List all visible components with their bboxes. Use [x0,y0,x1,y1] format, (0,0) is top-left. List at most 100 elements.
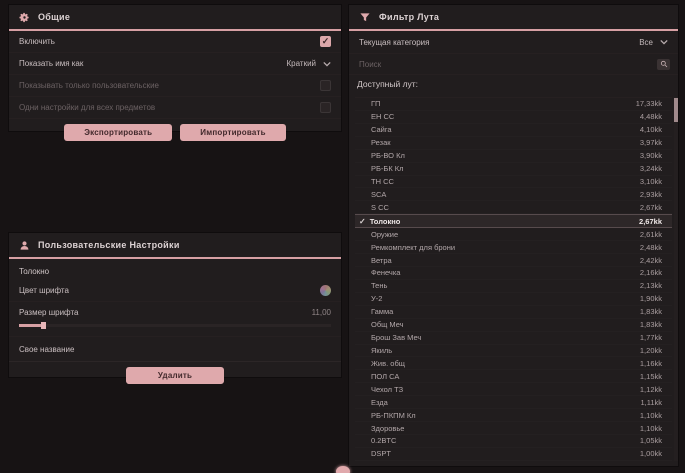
loot-item-value: 1,10kk [639,410,662,420]
loot-list-item[interactable]: ГП 17,33kk [355,98,672,111]
same-settings-checkbox[interactable] [320,102,331,113]
chevron-down-icon [660,38,668,46]
loot-list-item[interactable]: Фенечка 2,16kk [355,267,672,280]
loot-item-name: Ремкомплект для брони [371,242,456,252]
panel-loot-title: Фильтр Лута [379,12,440,22]
scrollbar-thumb[interactable] [674,98,678,122]
loot-list: ГП 17,33kk ЕН СС 4,48kk Сайга 4,10kk Резак 3… [355,97,672,461]
loot-item-value: 2,67kk [639,202,662,212]
category-select[interactable]: Все [639,38,668,47]
loot-list-item[interactable]: У-2 1,90kk [355,293,672,306]
loot-list-item[interactable]: SCA 2,93kk [355,188,672,202]
search-icon[interactable] [657,58,670,70]
loot-item-value: 3,90kk [639,151,662,161]
category-value: Все [639,37,653,47]
loot-item-name: Фенечка [371,268,401,278]
loot-list-item[interactable]: S СС 2,67kk [355,201,672,215]
loot-list-item[interactable]: Езда 1,11kk [355,396,672,410]
show-name-value: Краткий [286,59,316,68]
loot-list-item[interactable]: Чехол ТЗ 1,12kk [355,383,672,397]
search-input[interactable] [357,58,657,70]
loot-list-item[interactable]: РБ-ПКПМ Кл 1,10kk [355,409,672,423]
loot-list-item[interactable]: Тень 2,13kk [355,280,672,293]
loot-list-item[interactable]: Сайга 4,10kk [355,124,672,137]
loot-item-name: Оружие [371,229,399,239]
loot-item-name: Толокно [369,216,401,226]
show-name-select[interactable]: Краткий [287,59,331,68]
loot-item-value: 1,20kk [639,345,662,355]
slider-handle[interactable] [41,322,46,329]
loot-item-value: 1,12kk [639,384,662,394]
loot-list-item[interactable]: ПОЛ СА 1,15kk [355,370,672,384]
font-color-label: Цвет шрифта [19,286,69,295]
funnel-icon [359,12,371,23]
loot-list-item[interactable]: Брош Зав Меч 1,77kk [355,332,672,345]
loot-item-value: 1,10kk [639,423,662,433]
loot-list-item-selected[interactable]: ✓ Толокно 2,67kk [355,214,672,229]
loot-item-name: Брош Зав Меч [371,333,422,343]
loot-list-item[interactable]: DSPT 1,00kk [355,448,672,461]
font-size-row: Размер шрифта 11,00 [9,302,341,337]
loot-item-name: ПОЛ СА [371,371,400,381]
custom-buttons: Удалить [9,362,341,390]
loot-item-value: 4,10kk [639,125,662,135]
color-picker-icon[interactable] [320,285,331,296]
list-scrollbar[interactable] [674,97,678,461]
export-button[interactable]: Экспортировать [64,124,173,141]
loot-item-value: 2,93kk [639,189,662,199]
font-size-label: Размер шрифта [19,307,79,317]
panel-custom-header: Пользовательские Настройки [9,233,341,259]
import-button[interactable]: Импортировать [180,124,286,141]
loot-item-value: 2,42kk [639,255,662,265]
enable-label: Включить [19,37,55,46]
loot-list-item[interactable]: Гамма 1,83kk [355,306,672,319]
show-name-label: Показать имя как [19,59,84,68]
loot-list-item[interactable]: Здоровье 1,10kk [355,422,672,435]
enable-checkbox[interactable]: ✓ [320,36,331,47]
panel-custom-settings: Пользовательские Настройки Толокно Цвет … [8,232,342,384]
font-size-slider[interactable] [19,322,331,329]
loot-list-item[interactable]: Резак 3,97kk [355,137,672,150]
loot-item-name: РБ-БК Кл [371,164,404,174]
loot-item-name: Здоровье [371,423,405,433]
loot-list-item[interactable]: Якиль 1,20kk [355,345,672,358]
user-icon [19,240,30,251]
loot-item-value: 3,97kk [639,138,662,148]
loot-list-item[interactable]: ТН СС 3,10kk [355,176,672,189]
bottom-handle[interactable] [336,466,350,473]
loot-item-value: 1,05kk [639,436,662,446]
loot-list-item[interactable]: Ремкомплект для брони 2,48kk [355,241,672,255]
loot-list-item[interactable]: Общ Меч 1,83kk [355,319,672,332]
setting-row-only-custom: Показывать только пользовательские [9,75,341,97]
loot-item-value: 2,16kk [639,268,662,278]
loot-list-item[interactable]: Ветра 2,42kk [355,254,672,267]
font-size-value: 11,00 [311,307,331,317]
only-custom-checkbox[interactable] [320,80,331,91]
loot-item-name: Чехол ТЗ [371,384,404,394]
loot-item-value: 1,90kk [639,294,662,304]
panel-general-title: Общие [38,12,71,22]
loot-list-item[interactable]: 0.2BTC 1,05kk [355,435,672,448]
loot-item-value: 1,00kk [639,449,662,459]
panel-general-header: Общие [9,5,341,31]
loot-list-item[interactable]: РБ-ВО Кл 3,90kk [355,150,672,163]
loot-item-name: ГП [371,99,381,109]
delete-button[interactable]: Удалить [125,367,225,384]
loot-item-value: 1,77kk [639,333,662,343]
loot-list-item[interactable]: ЕН СС 4,48kk [355,111,672,124]
category-label: Текущая категория [359,37,430,47]
loot-item-name: SCA [371,189,387,199]
loot-item-name: Гамма [371,307,394,317]
loot-item-name: Резак [371,138,391,148]
loot-list-item[interactable]: РБ-БК Кл 3,24kk [355,163,672,176]
loot-item-value: 2,61kk [639,229,662,239]
loot-list-item[interactable]: Оружие 2,61kk [355,228,672,242]
loot-list-item[interactable]: Жив. общ 1,16kk [355,357,672,371]
panel-loot-header: Фильтр Лута [349,5,678,31]
slider-fill [19,324,43,327]
search-row [349,54,678,75]
setting-row-same-settings: Одни настройки для всех предметов [9,97,341,119]
loot-item-value: 1,83kk [639,320,662,330]
custom-name-input[interactable]: Свое название [9,337,341,362]
